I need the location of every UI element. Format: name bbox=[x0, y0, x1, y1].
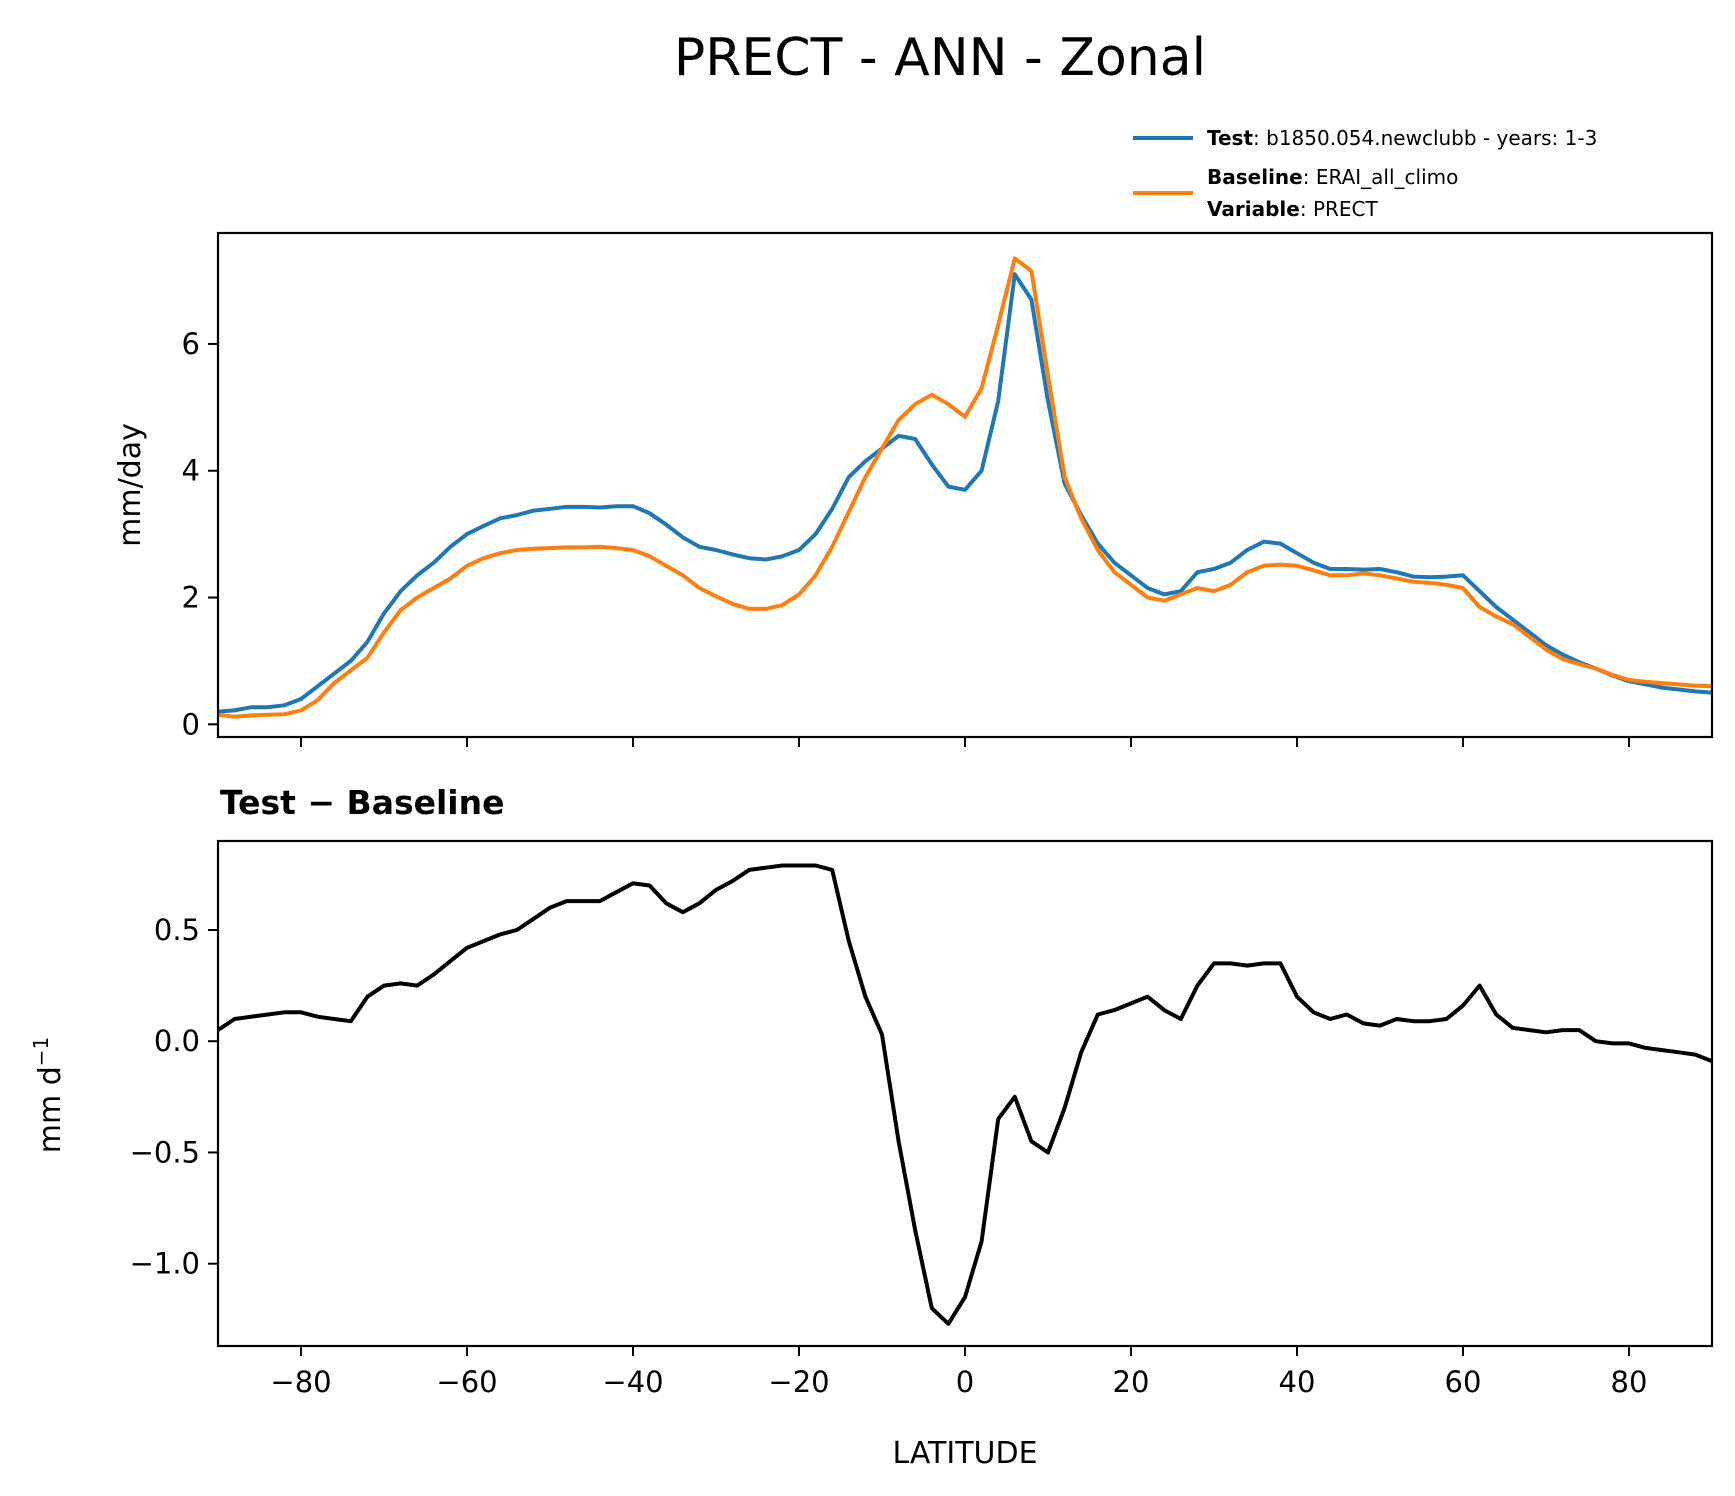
bottom-y-tick-label: 0.5 bbox=[154, 913, 200, 947]
legend-baseline-label: Baseline: ERAI_all_climo bbox=[1207, 165, 1458, 189]
top-y-tick-label: 4 bbox=[182, 454, 200, 488]
legend-baseline-key: Baseline bbox=[1207, 165, 1303, 189]
bottom-y-axis-label-sup: −1 bbox=[29, 1037, 53, 1066]
bottom-y-tick-label: 0.0 bbox=[154, 1024, 200, 1058]
bottom-y-tick-label: −1.0 bbox=[130, 1247, 200, 1281]
legend-variable-sep: : bbox=[1300, 197, 1313, 221]
top-panel: 0 2 4 6 mm/day bbox=[113, 231, 1714, 747]
legend: Test: b1850.054.newclubb - years: 1-3 Ba… bbox=[1133, 126, 1597, 221]
figure-title: PRECT - ANN - Zonal bbox=[674, 28, 1206, 88]
bottom-x-tick-label: 40 bbox=[1279, 1365, 1316, 1399]
legend-test-text: b1850.054.newclubb - years: 1-3 bbox=[1266, 126, 1597, 150]
x-axis-label: LATITUDE bbox=[892, 1436, 1037, 1471]
bottom-x-tick-label: −40 bbox=[602, 1365, 663, 1399]
bottom-plot-frame bbox=[216, 839, 1714, 1348]
legend-baseline-text: ERAI_all_climo bbox=[1316, 165, 1459, 189]
top-ticks-group: 0 2 4 6 bbox=[182, 327, 1630, 747]
bottom-y-axis-label-base: mm d bbox=[33, 1066, 68, 1153]
bottom-series-line-difference bbox=[216, 863, 1713, 1326]
top-y-axis-label: mm/day bbox=[113, 423, 148, 547]
bottom-x-tick-label: −60 bbox=[436, 1365, 497, 1399]
top-y-tick-label: 6 bbox=[182, 327, 200, 361]
legend-test-key: Test bbox=[1207, 126, 1253, 150]
bottom-x-tick-label: −20 bbox=[768, 1365, 829, 1399]
bottom-x-tick-label: 20 bbox=[1113, 1365, 1150, 1399]
bottom-ticks-group: −1.0 −0.5 0.0 0.5 −80 −60 −40 −20 0 20 40 60 80 bbox=[130, 913, 1648, 1399]
top-series-group bbox=[217, 256, 1713, 719]
bottom-x-tick-label: 60 bbox=[1445, 1365, 1482, 1399]
bottom-x-tick-label: 0 bbox=[956, 1365, 974, 1399]
legend-variable-label: Variable: PRECT bbox=[1207, 197, 1379, 221]
legend-variable-key: Variable bbox=[1207, 197, 1300, 221]
bottom-y-axis-label: mm d−1 bbox=[29, 1037, 68, 1154]
legend-test-sep: : bbox=[1253, 126, 1266, 150]
bottom-panel-title: Test − Baseline bbox=[220, 783, 505, 822]
bottom-x-tick-label: 80 bbox=[1611, 1365, 1648, 1399]
bottom-x-tick-label: −80 bbox=[270, 1365, 331, 1399]
top-series-line-baseline bbox=[217, 256, 1713, 719]
legend-test-label: Test: b1850.054.newclubb - years: 1-3 bbox=[1207, 126, 1597, 150]
top-series-line-test bbox=[217, 272, 1713, 714]
top-y-tick-label: 0 bbox=[182, 707, 200, 741]
legend-variable-text: PRECT bbox=[1313, 197, 1379, 221]
bottom-series-group bbox=[216, 863, 1713, 1326]
bottom-y-tick-label: −0.5 bbox=[130, 1135, 200, 1169]
legend-baseline-sep: : bbox=[1303, 165, 1316, 189]
top-plot-frame bbox=[216, 231, 1714, 739]
bottom-panel: Test − Baseline −1.0−0.50.00.5−80 −60 −40−… bbox=[29, 783, 1714, 1471]
top-y-tick-label: 2 bbox=[182, 581, 200, 615]
